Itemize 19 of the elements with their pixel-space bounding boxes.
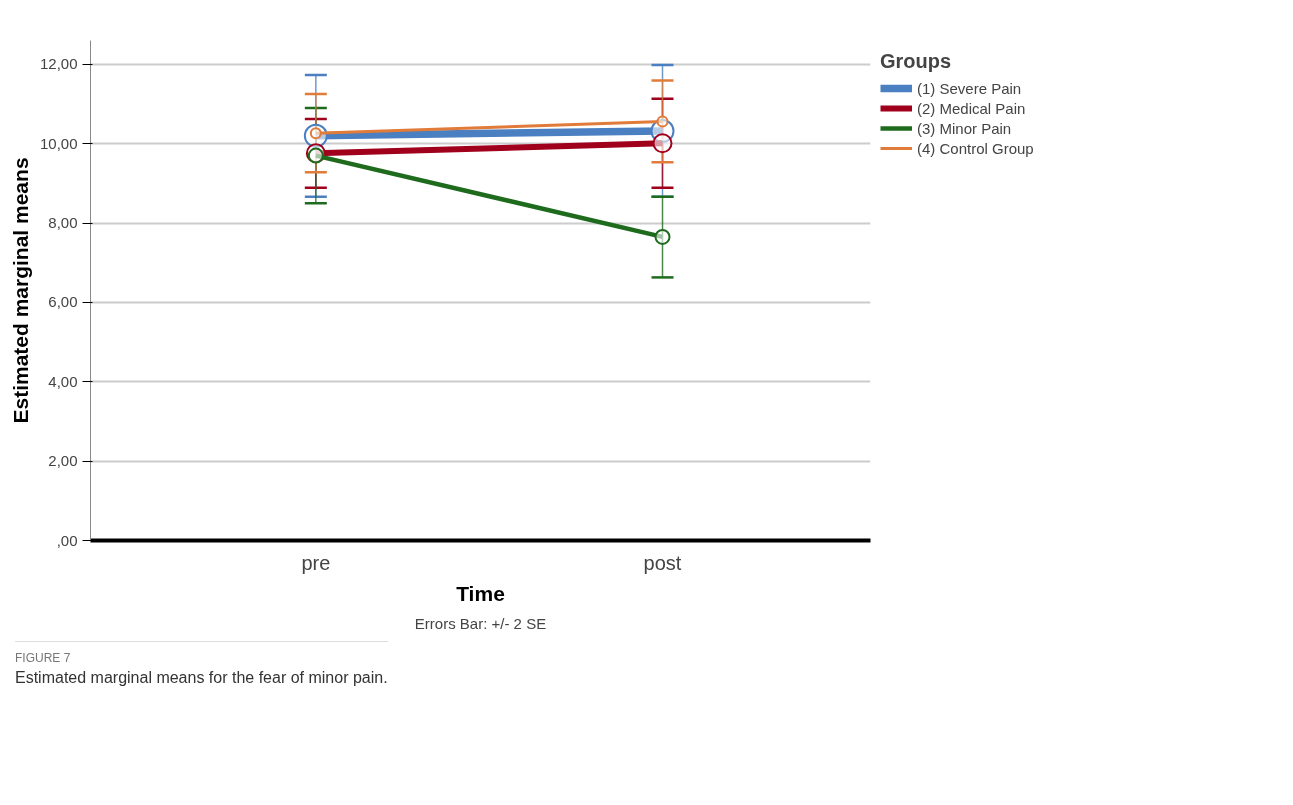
y-tick-label: 2,00 bbox=[48, 452, 78, 470]
y-tick-label: 8,00 bbox=[48, 214, 78, 232]
y-tick-label: 10,00 bbox=[39, 134, 78, 152]
y-axis-title: Estimated marginal means bbox=[8, 157, 32, 424]
text: Estimated marginal means for the fear of minor pain. bbox=[15, 668, 388, 689]
legend-label: (1) Severe Pain bbox=[917, 79, 1022, 97]
y-tick-label: 6,00 bbox=[48, 293, 78, 311]
legend-label: (2) Medical Pain bbox=[917, 99, 1026, 117]
y-tick-label: 4,00 bbox=[48, 372, 78, 390]
x-tick-label: pre bbox=[301, 551, 331, 574]
text: Errors Bar: +/- 2 SE bbox=[414, 614, 547, 632]
y-tick-label: ,00 bbox=[56, 531, 78, 549]
caption: FIGURE 7 bbox=[15, 650, 72, 667]
y-tick-label: 12,00 bbox=[39, 55, 78, 73]
legend-label: (3) Minor Pain bbox=[917, 119, 1012, 137]
legend-label: (4) Control Group bbox=[917, 139, 1034, 157]
x-axis-title: Time bbox=[456, 581, 505, 605]
x-tick-label: post bbox=[643, 551, 682, 574]
legend-title: Groups bbox=[880, 50, 953, 73]
